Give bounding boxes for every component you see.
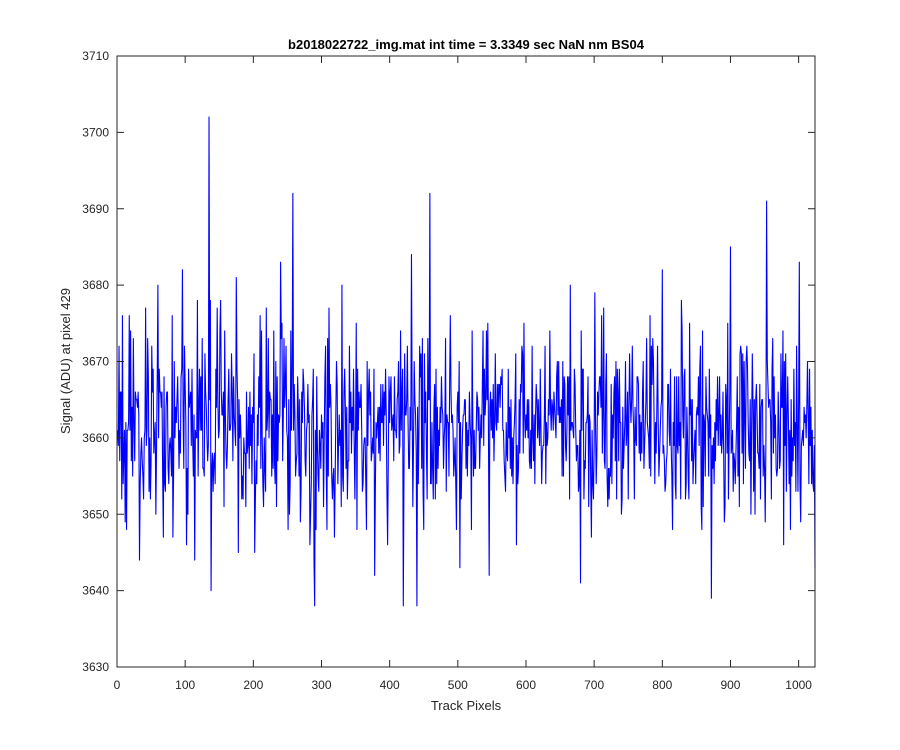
x-tick-label: 800 (652, 678, 672, 692)
x-tick-label: 400 (380, 678, 400, 692)
x-tick-label: 300 (311, 678, 331, 692)
x-tick-label: 0 (114, 678, 121, 692)
y-tick-label: 3630 (82, 660, 109, 674)
y-tick-label: 3660 (82, 431, 109, 445)
x-tick-label: 100 (175, 678, 195, 692)
x-tick-label: 1000 (785, 678, 812, 692)
y-tick-label: 3700 (82, 125, 109, 139)
y-tick-label: 3650 (82, 507, 109, 521)
plot-area (117, 56, 815, 667)
y-axis-label: Signal (ADU) at pixel 429 (58, 288, 73, 434)
axes-box (116, 55, 816, 668)
y-tick-label: 3680 (82, 278, 109, 292)
axis-ticks: 0 100 200 300 400 500 600 700 800 900 1000 3630 3640… (82, 49, 815, 692)
signal-series-line (117, 116, 816, 607)
x-tick-label: 500 (448, 678, 468, 692)
x-tick-label: 200 (243, 678, 263, 692)
x-tick-label: 700 (584, 678, 604, 692)
y-tick-label: 3710 (82, 49, 109, 63)
y-tick-label: 3690 (82, 202, 109, 216)
plot-layer (117, 116, 816, 607)
x-tick-label: 900 (720, 678, 740, 692)
y-tick-label: 3640 (82, 584, 109, 598)
x-axis-label: Track Pixels (431, 698, 502, 713)
y-tick-label: 3670 (82, 355, 109, 369)
x-tick-label: 600 (516, 678, 536, 692)
chart-title: b2018022722_img.mat int time = 3.3349 se… (288, 37, 645, 52)
